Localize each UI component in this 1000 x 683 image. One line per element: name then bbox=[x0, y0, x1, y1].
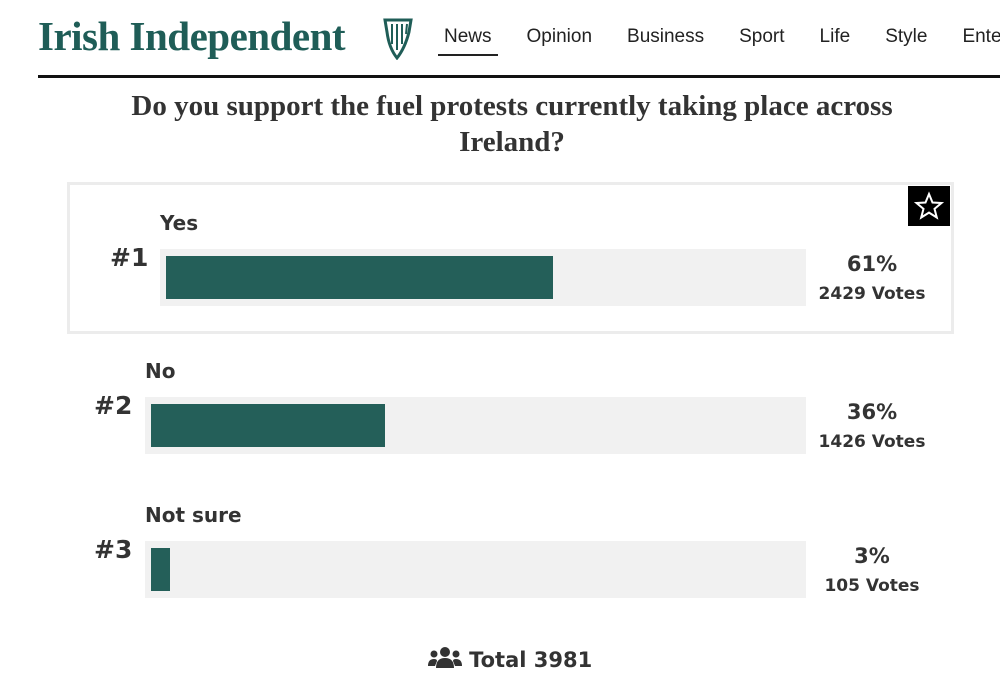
bar bbox=[151, 404, 385, 447]
option-label: Not sure bbox=[145, 503, 242, 527]
total-label: Total bbox=[469, 648, 527, 672]
option-percent: 3% bbox=[854, 544, 890, 568]
star-button[interactable] bbox=[908, 186, 950, 226]
poll-question: Do you support the fuel protests current… bbox=[131, 90, 893, 158]
harp-icon bbox=[383, 18, 413, 60]
option-votes: 105 Votes bbox=[824, 576, 920, 596]
nav-item[interactable]: Opinion bbox=[526, 26, 593, 47]
option-label: No bbox=[145, 359, 176, 383]
option-rank: #2 bbox=[94, 391, 133, 420]
top-option-card bbox=[67, 182, 954, 334]
option-percent: 61% bbox=[846, 252, 898, 276]
bar-track bbox=[160, 249, 806, 306]
total-value: 3981 bbox=[533, 648, 593, 672]
bar bbox=[151, 548, 171, 591]
people-icon bbox=[427, 647, 462, 668]
option-rank: #1 bbox=[110, 243, 149, 272]
option-votes: 2429 Votes bbox=[818, 284, 926, 304]
bar-track bbox=[145, 397, 806, 454]
nav-item[interactable]: News bbox=[438, 26, 498, 56]
nav-item[interactable]: Entert bbox=[962, 26, 1000, 47]
option-percent: 36% bbox=[846, 400, 898, 424]
nav-item[interactable]: Sport bbox=[739, 26, 785, 47]
bar bbox=[166, 256, 553, 299]
nav-item[interactable]: Style bbox=[885, 26, 928, 47]
option-votes: 1426 Votes bbox=[818, 432, 926, 452]
total: Total 3981 bbox=[0, 646, 1000, 672]
bar-track bbox=[145, 541, 806, 598]
nav-item[interactable]: Life bbox=[819, 26, 851, 47]
logo[interactable]: Irish Independent bbox=[38, 13, 346, 59]
divider bbox=[38, 75, 1000, 78]
nav-item[interactable]: Business bbox=[627, 26, 705, 47]
option-rank: #3 bbox=[94, 535, 133, 564]
option-label: Yes bbox=[160, 211, 199, 235]
nav: News Opinion Business Sport Life Style Entert bbox=[438, 26, 1000, 56]
